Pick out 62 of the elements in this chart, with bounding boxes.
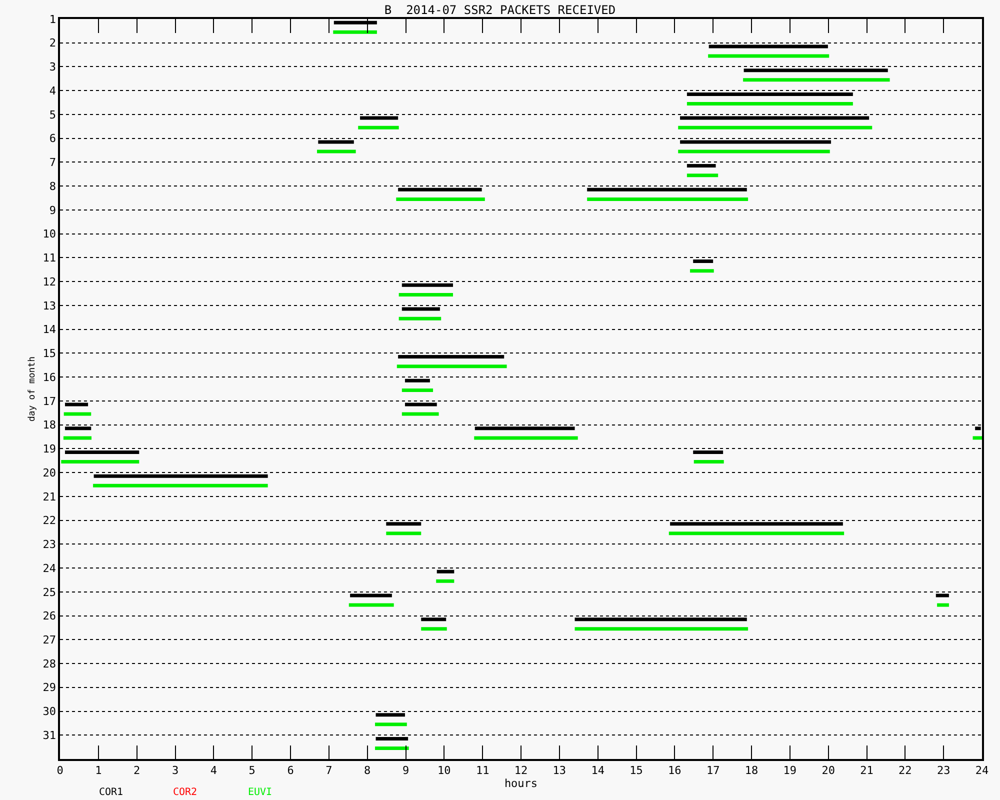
x-tick-label: 10 xyxy=(438,764,451,777)
y-tick-label: 16 xyxy=(42,370,56,384)
x-tick-label: 15 xyxy=(630,764,643,777)
y-tick-label: 22 xyxy=(42,514,56,528)
x-tick-label: 21 xyxy=(860,764,874,777)
y-tick-label: 24 xyxy=(42,562,56,575)
x-tick-label: 2 xyxy=(134,764,140,777)
x-tick-label: 20 xyxy=(822,764,835,777)
y-tick-label: 11 xyxy=(42,252,56,265)
y-tick-label: 23 xyxy=(42,538,56,552)
y-tick-label: 7 xyxy=(49,156,56,170)
y-tick-label: 15 xyxy=(42,347,56,360)
x-tick-label: 0 xyxy=(56,764,64,777)
y-tick-label: 27 xyxy=(42,634,56,646)
y-tick-label: 25 xyxy=(42,586,56,599)
x-tick-label: 16 xyxy=(668,764,682,777)
y-tick-label: 6 xyxy=(49,132,56,146)
x-tick-label: 22 xyxy=(898,764,912,777)
y-tick-label: 12 xyxy=(42,275,56,288)
x-tick-label: 17 xyxy=(706,764,720,777)
y-tick-label: 5 xyxy=(49,108,56,122)
x-tick-label: 8 xyxy=(364,764,371,777)
y-tick-label: 30 xyxy=(42,705,56,718)
y-tick-label: 13 xyxy=(42,299,56,312)
y-tick-label: 18 xyxy=(42,418,56,432)
y-tick-label: 9 xyxy=(49,204,56,217)
y-tick-label: 28 xyxy=(42,657,56,670)
x-tick-label: 7 xyxy=(326,764,332,777)
x-tick-label: 18 xyxy=(744,764,758,777)
y-tick-label: 29 xyxy=(42,681,56,694)
chart-title: B 2014-07 SSR2 PACKETS RECEIVED xyxy=(384,2,616,17)
y-tick-label: 8 xyxy=(49,180,56,193)
x-tick-label: 9 xyxy=(402,764,410,777)
x-tick-label: 23 xyxy=(936,764,950,777)
y-tick-label: 31 xyxy=(42,728,56,742)
x-tick-label: 3 xyxy=(172,764,179,777)
y-tick-label: 19 xyxy=(42,442,56,456)
y-tick-label: 3 xyxy=(49,60,56,74)
y-tick-label: 14 xyxy=(42,323,56,336)
x-tick-label: 5 xyxy=(248,764,256,777)
y-tick-label: 10 xyxy=(42,228,56,241)
x-tick-label: 12 xyxy=(514,764,528,777)
x-tick-label: 1 xyxy=(95,764,102,777)
y-tick-label: 26 xyxy=(42,610,56,623)
x-tick-label: 13 xyxy=(552,764,566,777)
y-tick-label: 4 xyxy=(49,84,56,98)
x-tick-label: 11 xyxy=(476,764,490,777)
x-tick-label: 6 xyxy=(287,764,294,777)
y-tick-label: 17 xyxy=(42,394,56,408)
text: COR1 xyxy=(99,787,124,798)
y-tick-label: 20 xyxy=(42,466,56,480)
y-tick-label: 2 xyxy=(49,36,56,50)
y-tick-label: 21 xyxy=(42,490,56,504)
x-tick-label: 4 xyxy=(210,764,218,777)
x-tick-label: 24 xyxy=(975,764,989,777)
text: EUVI xyxy=(248,787,272,798)
legend-label: COR2 xyxy=(173,787,198,798)
x-tick-label: 19 xyxy=(783,764,797,777)
x-tick-label: 14 xyxy=(591,764,605,777)
x-axis-title: hours xyxy=(504,776,538,790)
y-tick-label: 1 xyxy=(49,12,56,26)
y-axis-title: day of month xyxy=(28,356,38,422)
